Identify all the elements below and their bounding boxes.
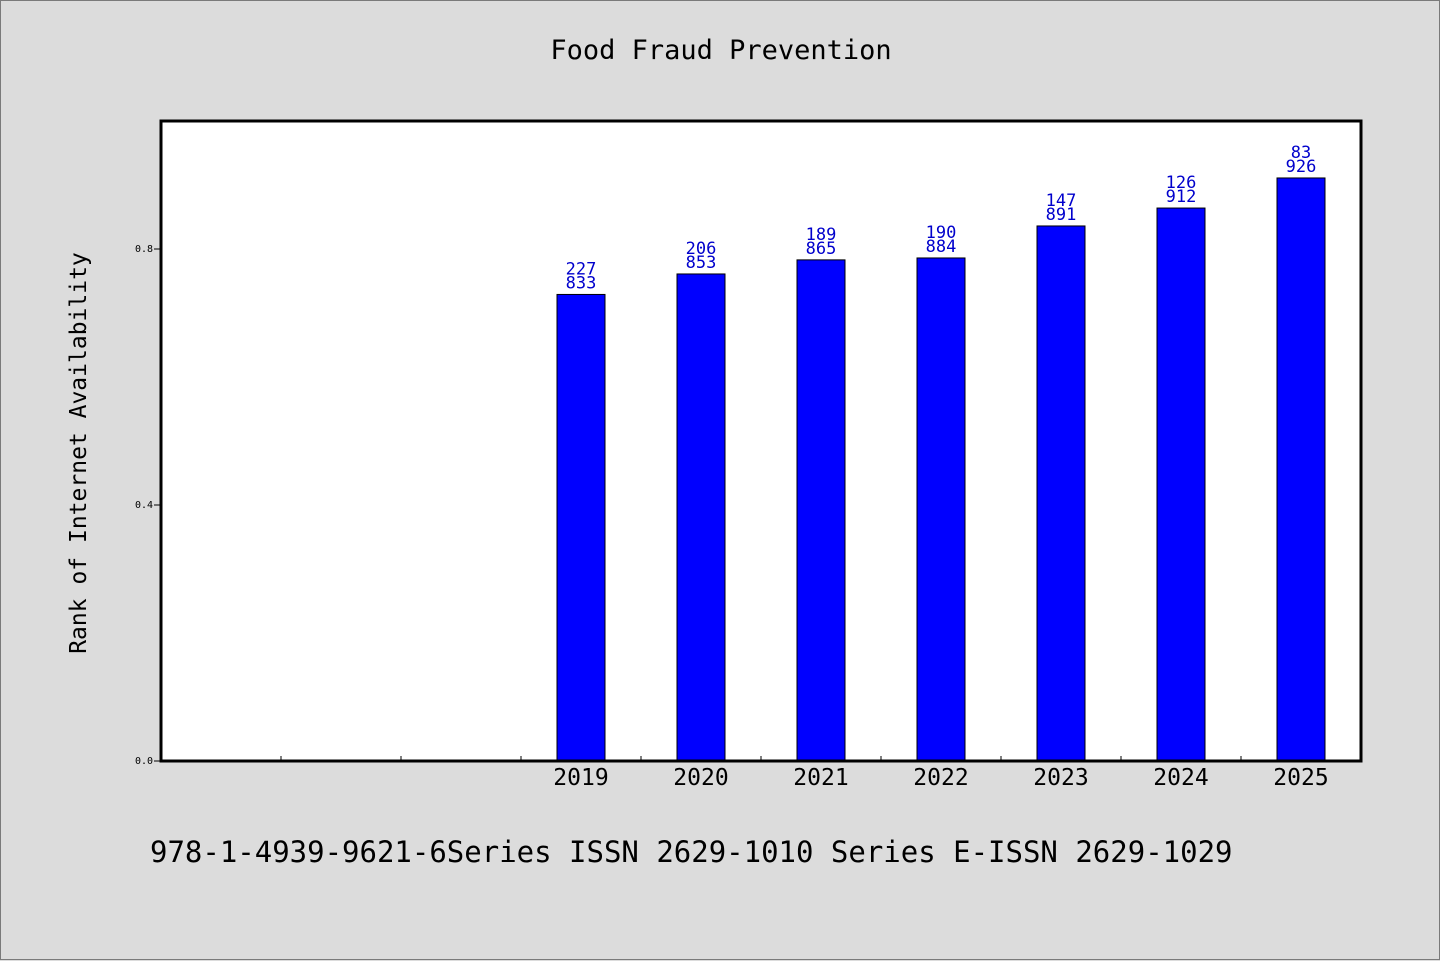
bar-label-bottom: 926 xyxy=(1286,157,1317,177)
bar-label-top: 189 xyxy=(806,225,837,245)
bar-label-bottom: 833 xyxy=(566,273,597,293)
bar-2020 xyxy=(676,273,726,762)
bar-label-bottom: 884 xyxy=(926,237,957,257)
x-tick-label: 2024 xyxy=(1153,765,1208,791)
x-tick-label: 2022 xyxy=(913,765,968,791)
bar-label-bottom: 853 xyxy=(686,253,717,273)
y-tick-label: 0.8 xyxy=(135,244,153,255)
bar-label-bottom: 865 xyxy=(806,239,837,259)
footer-isbn-issn: 978-1-4939-9621-6Series ISSN 2629-1010 S… xyxy=(150,835,1233,869)
bar-2022 xyxy=(916,257,966,762)
bar-2025 xyxy=(1276,177,1326,762)
bar-label-top: 206 xyxy=(686,239,717,259)
chart-title: Food Fraud Prevention xyxy=(550,35,892,66)
bar-label-top: 83 xyxy=(1291,143,1311,163)
x-tick-label: 2025 xyxy=(1273,765,1328,791)
x-tick-label: 2023 xyxy=(1033,765,1088,791)
y-tick-label: 0.0 xyxy=(135,756,153,767)
bar-2019 xyxy=(556,293,606,762)
bar-2023 xyxy=(1036,225,1086,762)
bar-label-bottom: 912 xyxy=(1166,187,1197,207)
bar-2024 xyxy=(1156,207,1206,762)
bar-2021 xyxy=(796,259,846,762)
plot-frame xyxy=(159,119,1363,763)
bar-label-top: 190 xyxy=(926,223,957,243)
bar-label-top: 227 xyxy=(566,259,597,279)
x-tick-label: 2021 xyxy=(793,765,848,791)
y-tick-label: 0.4 xyxy=(135,500,153,511)
bar-label-top: 126 xyxy=(1166,173,1197,193)
x-tick-label: 2020 xyxy=(673,765,728,791)
bar-label-bottom: 891 xyxy=(1046,205,1077,225)
x-tick-label: 2019 xyxy=(553,765,608,791)
bar-label-top: 147 xyxy=(1046,191,1077,211)
